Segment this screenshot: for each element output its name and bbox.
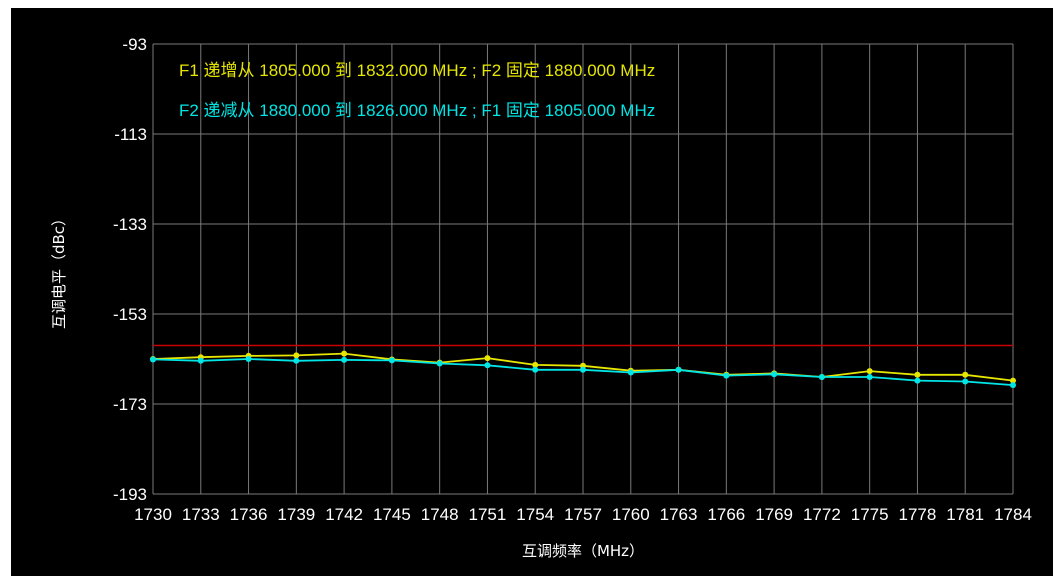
data-point-series-2 [771,371,778,378]
data-point-series-2 [580,366,586,373]
x-tick-label: 1775 [851,505,889,524]
x-tick-label: 1730 [134,505,172,524]
x-tick-labels: 1730 1733 1736 1739 1742 1745 1748 1751 1754 1757… [134,505,1032,524]
data-point-series-2 [293,357,300,364]
data-point-series-2 [866,374,873,380]
data-point-series-1 [914,371,921,378]
data-point-series-1 [866,368,873,375]
legend-entry-series-2: F2 递减从 1880.000 到 1826.000 MHz ; F1 固定 1… [179,101,655,120]
y-axis-title: 互调电平（dBc） [50,211,68,329]
data-point-series-2 [627,369,634,376]
data-point-series-2 [341,356,348,363]
grid [152,43,1014,495]
data-point-series-1 [532,361,539,368]
y-tick-label: -153 [113,305,147,324]
series-points [150,350,1016,389]
data-point-series-2 [436,360,443,367]
x-tick-label: 1760 [612,505,650,524]
legend: F1 递增从 1805.000 到 1832.000 MHz ; F2 固定 1… [179,61,655,120]
data-point-series-2 [962,378,969,385]
data-point-series-2 [914,377,921,384]
x-tick-label: 1742 [325,505,363,524]
x-axis-title: 互调频率（MHz） [522,542,644,560]
x-tick-label: 1778 [899,505,937,524]
x-tick-label: 1763 [660,505,698,524]
data-point-series-2 [245,356,252,362]
data-point-series-2 [818,374,825,380]
y-tick-label: -193 [113,485,147,504]
data-point-series-2 [1010,382,1016,389]
x-tick-label: 1781 [946,505,984,524]
x-tick-label: 1739 [277,505,315,524]
data-point-series-2 [388,357,395,364]
x-tick-label: 1748 [421,505,459,524]
y-tick-label: -113 [114,125,147,144]
data-point-series-2 [484,362,491,369]
x-tick-label: 1766 [707,505,745,524]
x-tick-label: 1757 [564,505,602,524]
y-tick-label: -173 [113,395,147,414]
y-tick-label: -93 [122,35,147,54]
legend-entry-series-1: F1 递增从 1805.000 到 1832.000 MHz ; F2 固定 1… [179,61,655,80]
x-tick-label: 1772 [803,505,841,524]
data-point-series-2 [197,357,204,364]
chart-frame: -93 -113 -133 -153 -173 -193 1730 1733 1736 1739… [11,8,1053,576]
y-tick-labels: -93 -113 -133 -153 -173 -193 [113,35,147,504]
data-point-series-1 [293,352,300,359]
data-point-series-1 [341,350,348,357]
x-tick-label: 1745 [373,505,411,524]
intermod-chart: -93 -113 -133 -153 -173 -193 1730 1733 1736 1739… [50,35,1032,560]
x-tick-label: 1733 [182,505,220,524]
data-point-series-2 [675,366,682,373]
y-tick-label: -133 [113,215,147,234]
x-tick-label: 1784 [994,505,1032,524]
data-point-series-2 [723,372,730,379]
x-tick-label: 1754 [516,505,554,524]
x-tick-label: 1769 [755,505,793,524]
data-point-series-2 [150,356,156,363]
data-point-series-1 [962,371,969,378]
x-tick-label: 1751 [469,505,507,524]
data-point-series-1 [484,355,491,362]
data-point-series-1 [1010,377,1016,384]
data-point-series-2 [532,366,539,373]
x-tick-label: 1736 [230,505,268,524]
